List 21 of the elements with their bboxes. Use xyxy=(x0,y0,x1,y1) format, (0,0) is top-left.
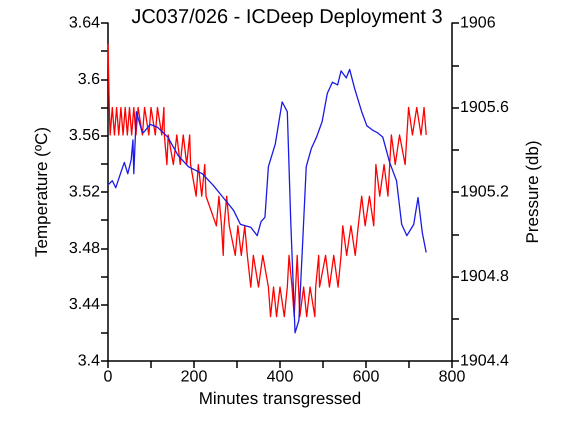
y-axis-title: Temperature (ºC) xyxy=(32,127,51,257)
y2-tick-label: 1905.6 xyxy=(460,99,510,116)
y-tick-label: 3.4 xyxy=(78,352,100,370)
y-tick-label: 3.64 xyxy=(68,14,100,32)
y2-tick-label: 1906 xyxy=(460,14,496,32)
x-axis-title: Minutes transgressed xyxy=(198,388,362,408)
chart-title: JC037/026 - ICDeep Deployment 3 xyxy=(131,6,443,28)
x-tick-label: 400 xyxy=(266,368,294,386)
y2-axis-title: Pressure (db) xyxy=(523,140,542,244)
y-tick-label: 3.56 xyxy=(68,127,100,144)
y2-tick-label: 1904.8 xyxy=(460,268,510,285)
y-tick-label: 3.48 xyxy=(68,240,100,257)
x-tick-label: 600 xyxy=(352,368,380,386)
y2-tick-label: 1905.2 xyxy=(460,184,510,200)
y2-tick-label: 1904.4 xyxy=(460,352,510,370)
y-tick-label: 3.52 xyxy=(68,184,100,200)
y-tick-label: 3.44 xyxy=(68,296,100,314)
y-tick-label: 3.6 xyxy=(78,70,100,88)
x-tick-label: 800 xyxy=(438,368,466,386)
x-tick-label: 0 xyxy=(104,368,113,386)
x-tick-label: 200 xyxy=(180,368,208,386)
